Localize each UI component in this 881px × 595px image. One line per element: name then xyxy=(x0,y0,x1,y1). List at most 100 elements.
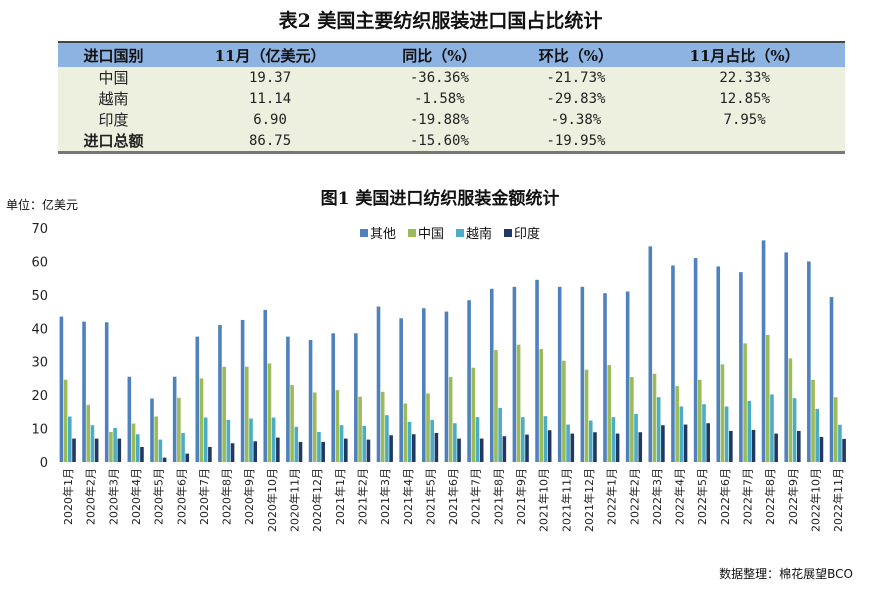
bar-印度-2021年6月 xyxy=(457,438,461,462)
x-tick-label: 2020年4月 xyxy=(129,468,143,525)
bar-印度-2020年6月 xyxy=(185,453,190,462)
cell: 中国 xyxy=(98,69,129,87)
bar-越南-2020年8月 xyxy=(226,419,231,462)
bar-印度-2022年4月 xyxy=(683,424,688,462)
bar-其他-2022年10月 xyxy=(807,261,811,462)
bar-印度-2020年1月 xyxy=(72,438,76,462)
bar-印度-2021年11月 xyxy=(570,433,575,462)
bar-中国-2022年6月 xyxy=(720,364,725,462)
cell: -36.36% xyxy=(409,69,469,86)
legend-label: 中国 xyxy=(418,227,444,242)
x-tick-label: 2020年3月 xyxy=(106,468,120,525)
x-tick-label: 2022年7月 xyxy=(741,468,755,525)
bar-中国-2021年1月 xyxy=(335,390,340,462)
bar-印度-2021年3月 xyxy=(389,435,393,462)
bar-中国-2021年9月 xyxy=(516,344,521,462)
bar-中国-2021年5月 xyxy=(426,393,430,462)
bar-其他-2021年7月 xyxy=(467,300,471,462)
bar-其他-2021年9月 xyxy=(512,286,517,462)
bar-越南-2022年10月 xyxy=(815,408,820,462)
x-tick-label: 2020年6月 xyxy=(174,468,188,525)
bar-中国-2022年7月 xyxy=(743,343,747,462)
bar-印度-2021年4月 xyxy=(411,434,416,462)
x-tick-label: 2020年1月 xyxy=(61,468,75,525)
bar-其他-2022年4月 xyxy=(671,265,675,462)
bar-越南-2020年7月 xyxy=(203,417,208,462)
bar-中国-2022年1月 xyxy=(607,365,611,462)
bar-其他-2021年6月 xyxy=(444,311,449,462)
bar-印度-2020年12月 xyxy=(321,441,325,462)
table-row: 印度 6.90 -19.88% -9.38% 7.95% xyxy=(58,109,845,130)
y-tick-label: 40 xyxy=(31,322,48,337)
bar-中国-2022年2月 xyxy=(630,377,634,462)
x-tick-label: 2022年6月 xyxy=(718,468,732,525)
bar-印度-2020年11月 xyxy=(298,441,303,462)
bar-越南-2021年11月 xyxy=(566,424,570,462)
x-tick-label: 2021年10月 xyxy=(537,468,551,532)
bar-越南-2022年9月 xyxy=(792,398,797,462)
bar-印度-2022年6月 xyxy=(729,430,733,462)
bar-印度-2022年8月 xyxy=(774,433,778,462)
x-tick-label: 2022年4月 xyxy=(673,468,687,525)
x-tick-label: 2020年7月 xyxy=(197,468,211,525)
bar-印度-2022年9月 xyxy=(797,430,801,462)
bar-中国-2020年3月 xyxy=(109,431,113,462)
bar-印度-2022年1月 xyxy=(615,433,620,462)
bar-越南-2022年7月 xyxy=(747,400,752,462)
x-tick-label: 2020年2月 xyxy=(84,468,98,525)
bar-越南-2020年1月 xyxy=(68,416,72,462)
x-tick-label: 2022年5月 xyxy=(695,468,709,525)
cell: 越南 xyxy=(98,90,129,108)
bar-印度-2021年10月 xyxy=(547,430,552,462)
bar-中国-2021年8月 xyxy=(494,350,498,462)
x-tick-label: 2021年7月 xyxy=(469,468,483,525)
table-row: 越南 11.14 -1.58% -29.83% 12.85% xyxy=(58,88,845,109)
bar-其他-2022年9月 xyxy=(784,252,788,462)
bar-中国-2020年6月 xyxy=(177,397,181,462)
bar-中国-2021年7月 xyxy=(471,367,476,462)
bar-其他-2020年7月 xyxy=(195,336,200,462)
unit-label: 单位：亿美元 xyxy=(6,197,78,212)
bar-印度-2022年11月 xyxy=(842,438,846,462)
bar-其他-2021年11月 xyxy=(557,286,562,462)
legend-swatch xyxy=(456,229,464,237)
bar-越南-2020年4月 xyxy=(135,434,140,462)
bar-印度-2020年3月 xyxy=(117,438,122,462)
bar-中国-2020年9月 xyxy=(245,366,249,462)
bar-其他-2021年3月 xyxy=(376,306,381,462)
bar-越南-2021年6月 xyxy=(453,423,457,462)
bar-其他-2020年1月 xyxy=(59,316,64,462)
bar-越南-2022年1月 xyxy=(611,417,616,462)
cell: -9.38% xyxy=(550,111,602,128)
bar-其他-2020年11月 xyxy=(286,336,290,462)
x-tick-label: 2021年12月 xyxy=(582,468,596,532)
bar-其他-2021年2月 xyxy=(354,333,358,462)
import-share-table: 进口国别 11月（亿美元） 同比（%） 环比（%） 11月占比（%） 中国 19.… xyxy=(58,41,845,154)
bar-中国-2022年4月 xyxy=(675,386,679,462)
legend-swatch xyxy=(360,229,368,237)
cell: -15.60% xyxy=(409,132,469,149)
bar-其他-2021年4月 xyxy=(399,318,403,462)
col-header-yoy: 同比（%） xyxy=(402,46,477,65)
cell: -1.58% xyxy=(414,90,465,107)
bar-中国-2021年11月 xyxy=(562,360,566,462)
cell: 进口总额 xyxy=(83,132,144,150)
bar-中国-2021年3月 xyxy=(380,391,385,462)
table-row: 中国 19.37 -36.36% -21.73% 22.33% xyxy=(58,67,845,88)
bar-中国-2020年1月 xyxy=(63,379,68,462)
y-tick-label: 70 xyxy=(31,222,48,237)
bar-其他-2022年2月 xyxy=(625,291,630,462)
bar-中国-2020年4月 xyxy=(131,423,136,462)
bar-越南-2021年2月 xyxy=(362,425,367,462)
bar-中国-2021年2月 xyxy=(358,396,362,462)
x-tick-label: 2021年3月 xyxy=(378,468,392,525)
bar-越南-2020年10月 xyxy=(271,417,276,462)
bar-中国-2020年8月 xyxy=(222,366,226,462)
col-header-amount: 11月（亿美元） xyxy=(214,46,326,65)
bar-越南-2020年5月 xyxy=(158,439,163,462)
cell: 7.95% xyxy=(723,111,766,128)
bar-中国-2020年11月 xyxy=(290,385,294,462)
bar-中国-2020年2月 xyxy=(86,404,91,462)
cell: -29.83% xyxy=(546,90,606,107)
cell: 22.33% xyxy=(719,69,770,86)
